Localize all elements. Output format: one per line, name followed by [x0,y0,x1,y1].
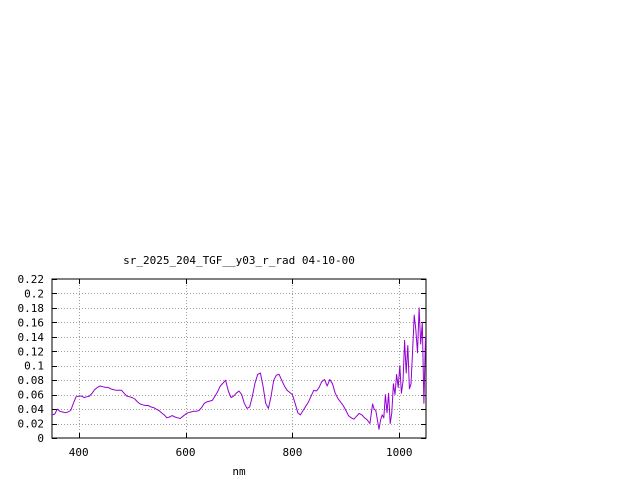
series-layer [51,307,426,430]
y-tick-label: 0.08 [18,374,45,387]
y-tick-label: 0.04 [18,403,45,416]
x-axis-label: nm [232,465,246,478]
y-tick-label: 0.18 [18,302,45,315]
chart-title: sr_2025_204_TGF__y03_r_rad 04-10-00 [123,254,355,267]
y-tick-label: 0.22 [18,273,45,286]
series-line [51,307,426,430]
x-tick-label: 400 [69,446,89,459]
x-tick-label: 600 [176,446,196,459]
grid-lines [52,279,426,438]
y-tick-label: 0.1 [24,360,44,373]
x-tick-label: 1000 [386,446,413,459]
y-tick-label: 0.12 [18,345,45,358]
x-tick-label: 800 [282,446,302,459]
y-tick-label: 0 [37,432,44,445]
y-tick-label: 0.16 [18,316,45,329]
y-tick-label: 0.02 [18,418,45,431]
y-tick-label: 0.06 [18,389,45,402]
y-tick-label: 0.2 [24,287,44,300]
y-tick-label: 0.14 [18,331,45,344]
plot-area-border [51,278,427,439]
axis-ticks: 00.02 0.040.06 0.080.1 0.120.14 0.160.18 0.20… [18,273,426,459]
